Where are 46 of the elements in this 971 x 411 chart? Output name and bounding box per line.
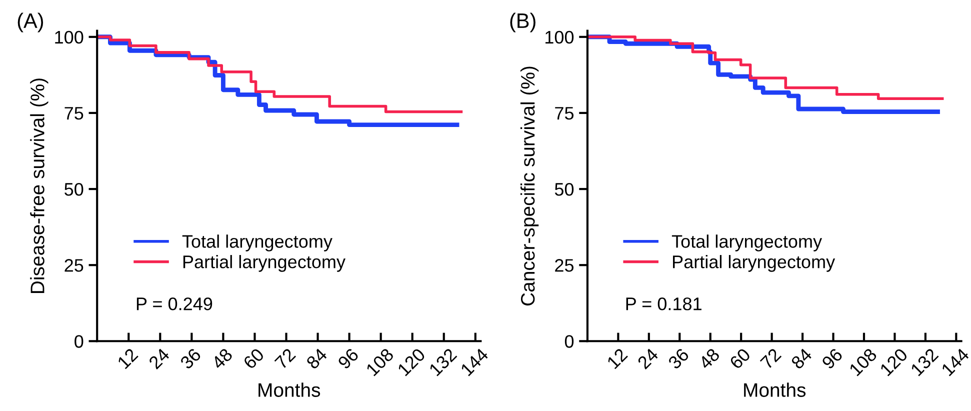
- legend-label: Total laryngectomy: [672, 234, 822, 252]
- x-tick-label: 132: [910, 348, 939, 376]
- x-tick-label: 36: [179, 348, 202, 370]
- legend-label: Partial laryngectomy: [673, 255, 836, 272]
- x-tick-label: 24: [636, 347, 659, 370]
- x-tick-label: 108: [366, 348, 394, 376]
- y-tick-label: 25: [555, 259, 574, 272]
- x-tick-label: 96: [821, 348, 844, 370]
- y-tick-label: 50: [554, 182, 574, 196]
- y-axis-title: Disease-free survival (%): [30, 78, 48, 293]
- y-tick-label: 25: [64, 259, 84, 272]
- x-tick-label: 96: [337, 348, 360, 370]
- x-tick-label: 24: [148, 347, 170, 370]
- y-tick-label: 75: [64, 107, 84, 120]
- y-tick-label: 100: [546, 30, 574, 44]
- x-axis-title: Months: [744, 382, 806, 397]
- x-tick-label: 60: [729, 348, 752, 370]
- y-tick-label: 75: [555, 107, 574, 120]
- x-tick-label: 36: [667, 348, 690, 370]
- annotation: P = 0.249: [136, 297, 212, 310]
- legend-label: Total laryngectomy: [182, 234, 332, 252]
- chart-title: (B): [510, 12, 536, 32]
- x-tick-label: 60: [242, 348, 265, 370]
- x-tick-label: 108: [848, 348, 878, 376]
- x-axis-title: Months: [258, 382, 320, 397]
- y-tick-label: 100: [55, 30, 84, 44]
- x-tick-label: 12: [116, 348, 138, 370]
- chart-title: (A): [18, 12, 44, 32]
- y-axis-title: Cancer-specific survival (%): [520, 66, 539, 306]
- annotation: P = 0.181: [626, 297, 702, 310]
- x-tick-label: 144: [941, 348, 970, 376]
- x-tick-label: 12: [606, 348, 628, 370]
- x-tick-label: 120: [397, 348, 426, 376]
- x-tick-label: 84: [306, 347, 328, 370]
- y-tick-label: 50: [64, 182, 84, 196]
- x-tick-label: 144: [460, 348, 489, 376]
- y-tick-label: 0: [74, 335, 84, 348]
- x-tick-label: 48: [698, 348, 720, 370]
- x-tick-label: 72: [274, 348, 296, 370]
- x-tick-label: 132: [428, 348, 458, 376]
- x-tick-label: 48: [210, 348, 234, 370]
- legend-label: Partial laryngectomy: [183, 255, 346, 272]
- x-tick-label: 72: [760, 348, 782, 370]
- y-tick-label: 0: [564, 335, 574, 348]
- x-tick-label: 84: [790, 347, 813, 370]
- x-tick-label: 120: [879, 348, 908, 376]
